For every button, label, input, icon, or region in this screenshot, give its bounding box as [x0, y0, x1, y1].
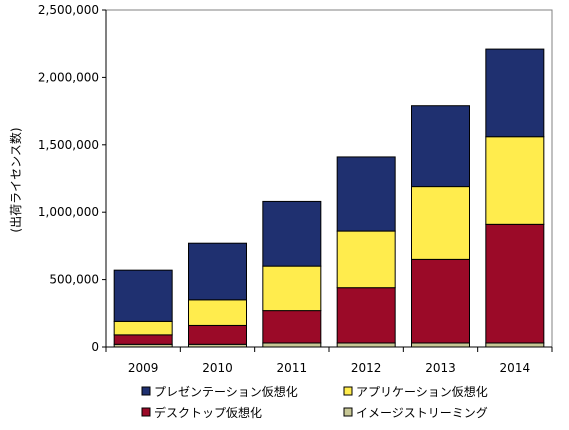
- bar-segment: [113, 334, 173, 345]
- x-axis: 2009 2010 2011 2012 2013 2014: [105, 346, 553, 375]
- x-tick-label: 2010: [202, 361, 233, 375]
- bar-segment: [411, 186, 470, 260]
- bar-segment: [485, 223, 545, 344]
- bar-segment: [485, 342, 545, 348]
- bar-segment: [188, 242, 247, 301]
- bar-segment: [411, 105, 470, 188]
- y-tick-label: 1,500,000: [38, 138, 99, 152]
- legend-swatch: [343, 407, 353, 417]
- bar-segment: [113, 269, 173, 322]
- legend-label: デスクトップ仮想化: [154, 405, 262, 420]
- y-axis-label: (出荷ライセンス数): [8, 127, 23, 232]
- x-tick-label: 2012: [351, 361, 382, 375]
- bar-segment: [411, 258, 470, 344]
- bar-segment: [262, 265, 322, 312]
- legend-label: イメージストリーミング: [356, 406, 488, 420]
- bar-segment: [262, 200, 322, 267]
- plot-area: [105, 9, 553, 348]
- legend-swatch: [141, 386, 151, 396]
- y-axis: 0 500,000 1,000,000 1,500,000 2,000,000 2,500…: [38, 3, 107, 354]
- y-tick-label: 500,000: [49, 273, 99, 287]
- bar-segment: [262, 310, 322, 344]
- legend-label: アプリケーション仮想化: [356, 384, 488, 399]
- y-tick-label: 1,000,000: [38, 205, 99, 219]
- x-tick-label: 2013: [425, 361, 456, 375]
- legend-label: プレゼンテーション仮想化: [154, 384, 298, 399]
- bar-segment: [411, 342, 470, 348]
- y-tick-label: 2,500,000: [38, 3, 99, 17]
- bar-segment: [262, 342, 322, 348]
- bar-segment: [188, 299, 247, 326]
- y-tick-label: 0: [91, 340, 99, 354]
- x-tick-label: 2009: [128, 361, 159, 375]
- x-tick-label: 2014: [500, 361, 531, 375]
- y-tick-label: 2,000,000: [38, 70, 99, 84]
- bar-segment: [336, 287, 396, 344]
- legend-swatch: [343, 386, 353, 396]
- bar-segment: [113, 320, 173, 336]
- x-tick-label: 2011: [277, 361, 308, 375]
- bar-segment: [336, 156, 396, 232]
- bar-segment: [336, 230, 396, 289]
- plot-frame: [105, 9, 553, 348]
- bar-segment: [336, 342, 396, 348]
- bar-segment: [485, 136, 545, 225]
- legend-swatch: [141, 407, 151, 417]
- bar-segment: [188, 324, 247, 345]
- bar-segment: [485, 48, 545, 138]
